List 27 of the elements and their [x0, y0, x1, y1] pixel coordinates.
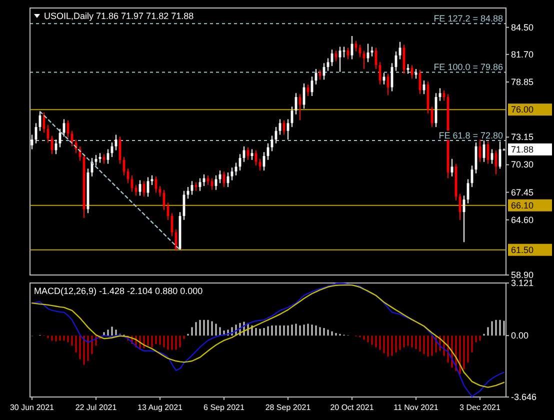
y-tick-label: 0.00 [511, 330, 529, 341]
y-tick-label: -3.646 [511, 392, 537, 402]
chart-title: MACD(12,26,9) -1.428 -2.104 0.880 0.000 [34, 286, 203, 296]
y-tick-label: 78.85 [511, 77, 534, 88]
ref-line-label: FE 127.2 = 84.88 [434, 14, 503, 24]
x-tick-label: 28 Sep 2021 [265, 403, 312, 412]
y-tick-label: 58.90 [511, 270, 534, 280]
ref-line-label: 61.50 [511, 244, 534, 255]
ref-line-label: 66.10 [511, 200, 534, 210]
x-tick-label: 3 Dec 2021 [460, 403, 502, 412]
y-tick-label: 84.50 [511, 22, 534, 32]
x-tick-label: 6 Sep 2021 [204, 403, 246, 412]
y-tick-label: 3.121 [511, 278, 534, 288]
x-tick-label: 20 Oct 2021 [330, 403, 374, 412]
text: 71.88 [511, 144, 534, 154]
x-tick-label: 22 Jul 2021 [75, 403, 118, 412]
y-tick-label: 70.30 [511, 160, 534, 170]
x-tick-label: 13 Aug 2021 [138, 403, 184, 412]
x-tick-label: 30 Jun 2021 [10, 403, 55, 412]
y-tick-label: 73.15 [511, 132, 534, 142]
ref-line-label: 76.00 [511, 104, 534, 115]
x-tick-label: 11 Nov 2021 [394, 403, 439, 412]
y-tick-label: 64.60 [511, 214, 534, 225]
y-tick-label: 67.45 [511, 187, 534, 198]
ref-line-label: FE 100.0 = 79.86 [434, 62, 503, 72]
chart-title: USOIL,Daily 71.86 71.97 71.82 71.88 [44, 11, 194, 21]
y-tick-label: 81.70 [511, 49, 534, 60]
